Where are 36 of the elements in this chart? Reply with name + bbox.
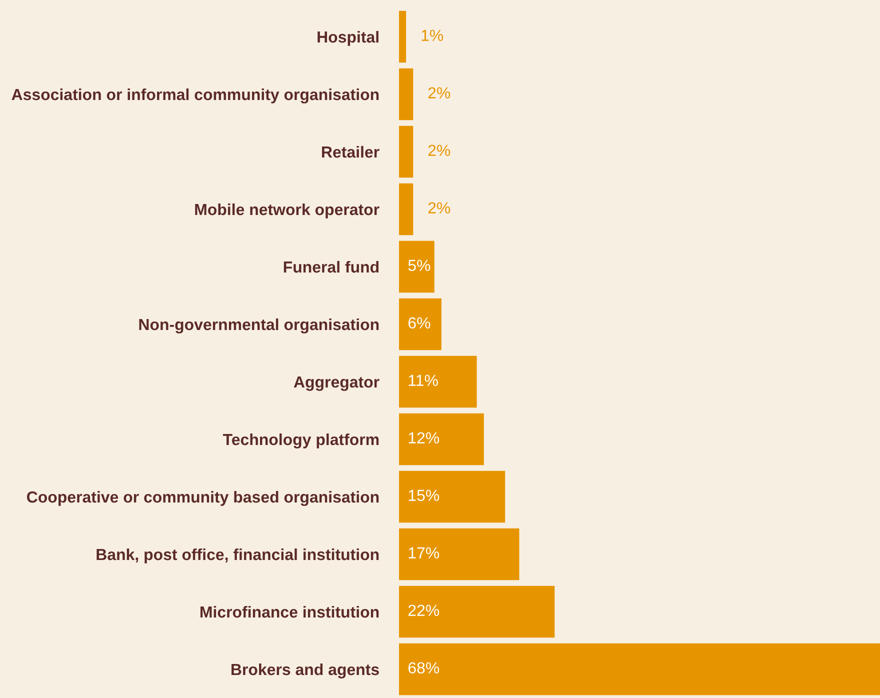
bar: [399, 528, 520, 580]
bar: [399, 240, 434, 293]
y-tick-label: Aggregator: [294, 376, 380, 391]
y-tick-label: Technology platform: [222, 433, 379, 448]
bar: [399, 183, 414, 236]
data-label: 68%: [408, 662, 440, 674]
bar: [399, 10, 406, 63]
bar: [399, 586, 555, 638]
y-tick-label: Mobile network operator: [195, 203, 380, 218]
y-tick-label: Bank, post office, financial institution: [96, 548, 379, 564]
y-tick-label: Non-governmental organisation: [139, 318, 379, 334]
y-tick-label: Hospital: [318, 30, 378, 46]
bar: [399, 126, 414, 178]
data-label: 11%: [408, 374, 438, 386]
y-tick-label: Cooperative or community based organisation: [27, 490, 379, 506]
bar: [399, 298, 442, 350]
bar: [399, 68, 414, 120]
data-label: 17%: [408, 547, 440, 558]
bar: [399, 356, 477, 408]
y-tick-label: Retailer: [322, 146, 380, 158]
data-label: 22%: [408, 604, 440, 616]
y-tick-label: Brokers and agents: [232, 663, 379, 678]
data-label: 12%: [408, 432, 440, 444]
bar: [399, 643, 880, 696]
data-label: 5%: [408, 260, 430, 272]
data-label: 2%: [428, 144, 450, 156]
data-label: 2%: [428, 87, 450, 98]
y-tick-label: Association or informal community organisation: [12, 88, 379, 104]
bar: [399, 470, 506, 523]
y-tick-label: Microfinance institution: [200, 606, 379, 618]
data-label: 1%: [422, 30, 444, 41]
bar: [399, 413, 484, 466]
y-tick-label: Funeral fund: [284, 260, 379, 273]
data-label: 6%: [408, 317, 430, 329]
data-label: 15%: [408, 490, 440, 502]
data-label: 2%: [428, 202, 450, 214]
